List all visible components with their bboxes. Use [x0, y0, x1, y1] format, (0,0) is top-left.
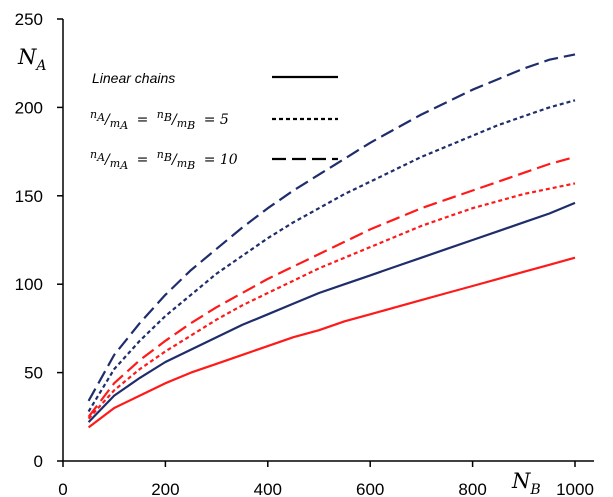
x-tick-label: 200: [151, 480, 179, 497]
legend-label-ratio-10: nA/mA = nB/mB = 10: [90, 148, 238, 173]
x-tick-label: 0: [58, 480, 67, 497]
y-tick-label: 100: [15, 275, 43, 294]
tick-group: 0 50 100 150 200 250 0 200 400 600 800 1000: [15, 10, 594, 497]
series-line-1: [87, 99, 576, 413]
svg-text:nA/mA = nB/mB: nA/mA = nB/mB = 10: [90, 148, 238, 173]
x-axis-title: NB: [511, 469, 541, 497]
x-tick-label: 800: [458, 480, 486, 497]
y-tick-label: 0: [34, 452, 43, 471]
x-tick-label: 600: [356, 480, 384, 497]
series-line-5: [87, 155, 576, 418]
series-line-4: [87, 182, 576, 420]
x-tick-label: 1000: [556, 480, 594, 497]
x-tick-label: 400: [254, 480, 282, 497]
legend-label-linear: Linear chains: [92, 70, 175, 86]
series-line-2: [87, 53, 576, 402]
svg-text:nA/mA = nB/mB: nA/mA = nB/mB = 5: [90, 108, 229, 133]
legend-label-ratio-5: nA/mA = nB/mB = 5: [90, 108, 229, 133]
y-axis-title: NA: [17, 45, 47, 74]
legend: Linear chains nA/mA = nB/mB = 5 nA/mA = …: [90, 70, 338, 173]
series-line-0: [87, 201, 576, 423]
y-tick-label: 50: [24, 364, 43, 383]
y-tick-label: 150: [15, 187, 43, 206]
series-group: [87, 53, 576, 429]
y-tick-label: 200: [15, 98, 43, 117]
y-tick-label: 250: [15, 10, 43, 29]
series-line-3: [87, 256, 576, 429]
